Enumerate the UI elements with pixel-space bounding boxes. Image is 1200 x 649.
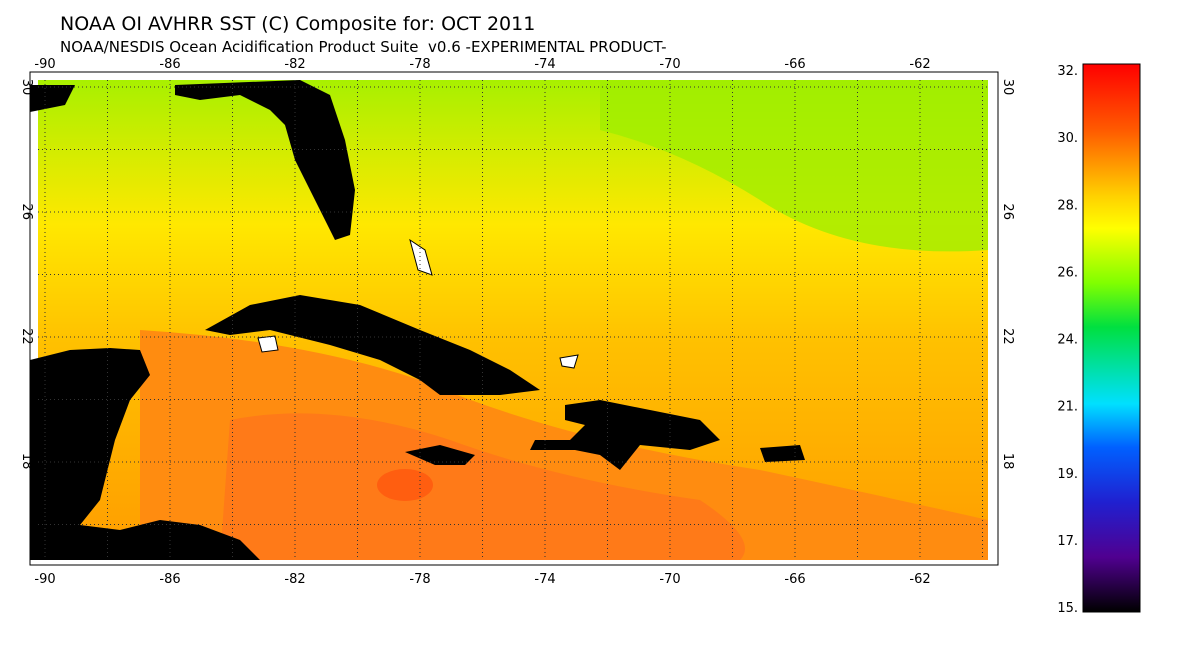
longitude-label: -82: [284, 572, 305, 587]
longitude-label: -90: [34, 572, 55, 587]
longitude-label: -86: [159, 572, 180, 587]
longitude-label: -66: [784, 572, 805, 587]
latitude-label: 30: [19, 79, 34, 96]
longitude-label: -74: [534, 572, 555, 587]
colorbar-label: 28.: [1057, 198, 1078, 213]
longitude-label: -62: [909, 57, 930, 72]
islands: [257, 238, 579, 369]
colorbar: [1082, 63, 1141, 613]
latitude-label: 22: [19, 328, 34, 345]
latitude-label: 26: [19, 203, 34, 220]
subtitle: NOAA/NESDIS Ocean Acidification Product …: [60, 38, 667, 56]
warmest-region: [220, 413, 745, 560]
longitude-label: -74: [534, 57, 555, 72]
warm-spot: [377, 469, 433, 501]
longitude-label: -86: [159, 57, 180, 72]
longitude-label: -90: [34, 57, 55, 72]
longitude-label: -82: [284, 57, 305, 72]
latitude-label: 26: [1000, 203, 1015, 220]
longitude-label: -70: [659, 57, 680, 72]
colorbar-label: 26.: [1057, 265, 1078, 280]
colorbar-label: 17.: [1057, 534, 1078, 549]
colorbar-label: 15.: [1057, 601, 1078, 616]
colorbar-label: 30.: [1057, 131, 1078, 146]
map-field: [29, 71, 999, 566]
longitude-label: -78: [409, 572, 430, 587]
colorbar-label: 19.: [1057, 467, 1078, 482]
longitude-label: -62: [909, 572, 930, 587]
colorbar-label: 24.: [1057, 333, 1078, 348]
cool-region: [600, 80, 988, 252]
colorbar-label: 32.: [1057, 64, 1078, 79]
latitude-label: 30: [1000, 79, 1015, 96]
colorbar-labels: 32. 30. 28. 26. 24. 21. 19. 17. 15.: [1057, 64, 1078, 616]
latitude-label: 18: [1000, 453, 1015, 470]
latitude-label: 22: [1000, 328, 1015, 345]
colorbar-label: 21.: [1057, 400, 1078, 415]
coordinate-labels: -90 -90 -86 -86 -82 -82 -78 -78 -74 -74 -70 -70 -66 -…: [19, 57, 1015, 587]
graticule: [38, 80, 988, 560]
longitude-label: -78: [409, 57, 430, 72]
land: [30, 80, 805, 560]
latitude-label: 18: [19, 453, 34, 470]
longitude-label: -66: [784, 57, 805, 72]
title: NOAA OI AVHRR SST (C) Composite for: OCT…: [60, 13, 535, 35]
longitude-label: -70: [659, 572, 680, 587]
